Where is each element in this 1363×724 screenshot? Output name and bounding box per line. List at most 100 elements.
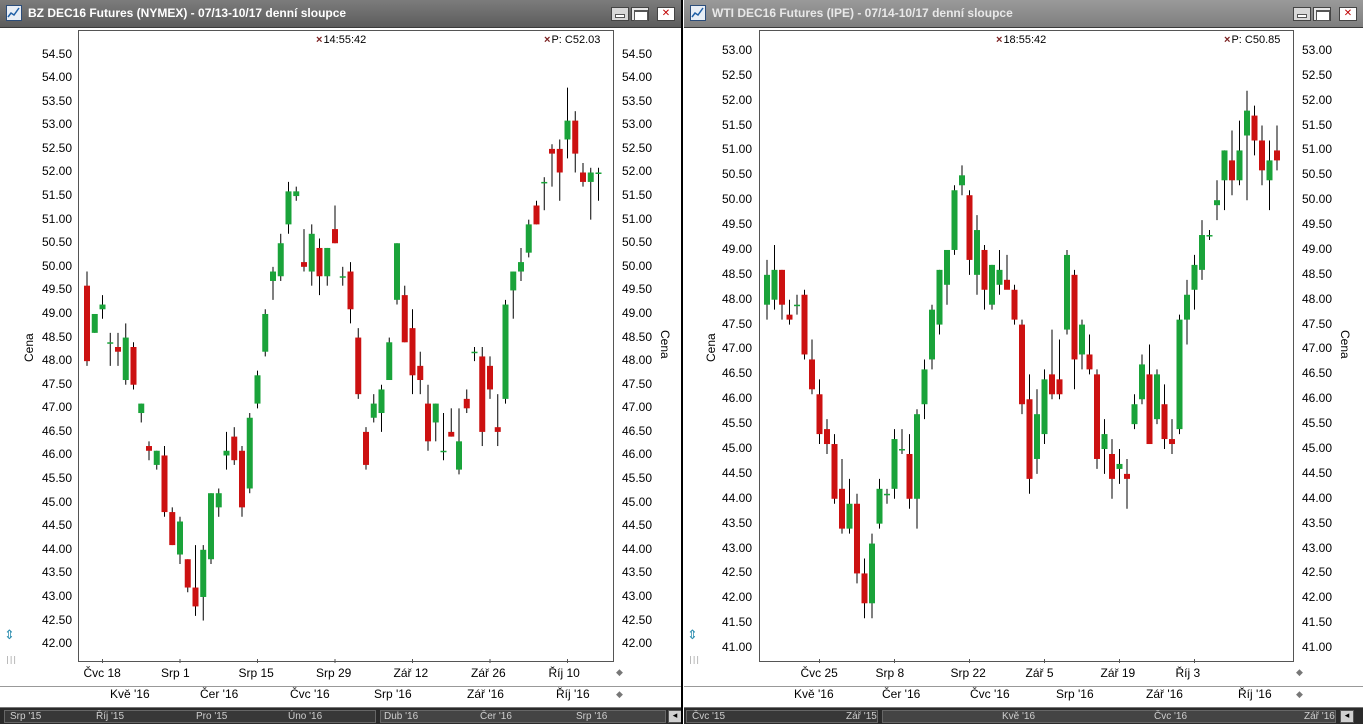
- candle-down[interactable]: [1169, 439, 1175, 445]
- maximize-button[interactable]: [631, 7, 649, 21]
- candle-down[interactable]: [1161, 404, 1168, 440]
- candle-down[interactable]: [231, 436, 238, 461]
- candle-down[interactable]: [463, 398, 470, 409]
- navigator-end-button[interactable]: ◂: [668, 710, 681, 723]
- candle-down[interactable]: [1251, 115, 1258, 141]
- candle-down[interactable]: [169, 512, 176, 546]
- candle-down[interactable]: [115, 347, 121, 352]
- candle-up[interactable]: [846, 503, 853, 529]
- navigator-window[interactable]: [882, 710, 1336, 723]
- scroll-right-icon[interactable]: ◆: [616, 668, 623, 678]
- candle-up[interactable]: [324, 247, 331, 277]
- navigator-track[interactable]: [686, 710, 878, 723]
- candle-up[interactable]: [914, 414, 920, 499]
- price-chart-plot[interactable]: [759, 30, 1294, 663]
- window-titlebar[interactable]: WTI DEC16 Futures (IPE) - 07/14-10/17 de…: [684, 0, 1363, 28]
- candle-up[interactable]: [1184, 294, 1190, 320]
- candle-down[interactable]: [556, 148, 563, 173]
- candle-down[interactable]: [479, 356, 486, 432]
- candle-up[interactable]: [1236, 150, 1243, 181]
- month-scroll-icon[interactable]: ◆: [616, 690, 623, 700]
- candle-down[interactable]: [533, 205, 540, 225]
- candle-up[interactable]: [308, 233, 315, 272]
- candle-down[interactable]: [1229, 160, 1235, 181]
- candle-down[interactable]: [572, 120, 579, 154]
- candle-up[interactable]: [899, 449, 905, 451]
- maximize-button[interactable]: [1313, 7, 1331, 21]
- candle-down[interactable]: [417, 365, 424, 381]
- candle-down[interactable]: [966, 195, 973, 260]
- candle-down[interactable]: [981, 249, 988, 290]
- candle-up[interactable]: [394, 243, 400, 300]
- candle-down[interactable]: [363, 431, 369, 465]
- candle-up[interactable]: [1266, 160, 1273, 181]
- candle-down[interactable]: [355, 337, 362, 395]
- candle-up[interactable]: [1244, 110, 1250, 136]
- candle-up[interactable]: [929, 309, 935, 360]
- candle-down[interactable]: [786, 314, 793, 320]
- candle-up[interactable]: [262, 313, 269, 352]
- candle-up[interactable]: [996, 269, 1003, 285]
- candle-up[interactable]: [884, 493, 890, 496]
- candle-down[interactable]: [487, 365, 493, 390]
- candle-down[interactable]: [146, 446, 152, 451]
- candle-up[interactable]: [432, 403, 439, 423]
- navigator-end-button[interactable]: ◂: [1340, 710, 1354, 723]
- minimize-button[interactable]: [611, 7, 629, 21]
- candle-up[interactable]: [1176, 319, 1183, 430]
- candle-down[interactable]: [1124, 473, 1130, 479]
- pan-vertical-icon[interactable]: ⇕: [687, 628, 698, 643]
- candle-down[interactable]: [494, 427, 501, 432]
- candle-down[interactable]: [316, 247, 323, 277]
- candle-up[interactable]: [518, 262, 524, 272]
- candle-up[interactable]: [285, 191, 292, 225]
- candle-down[interactable]: [84, 285, 90, 362]
- candle-up[interactable]: [944, 249, 950, 285]
- candle-up[interactable]: [1206, 235, 1213, 237]
- candle-down[interactable]: [816, 394, 823, 435]
- candle-up[interactable]: [1199, 235, 1205, 270]
- candle-up[interactable]: [951, 190, 958, 250]
- candle-up[interactable]: [595, 172, 602, 174]
- candle-down[interactable]: [779, 269, 785, 305]
- overview-navigator[interactable]: Čvc '15 Zář '15 Kvě '16 Čvc '16 Zář '16 ◂: [684, 707, 1363, 724]
- navigator-window[interactable]: [380, 710, 666, 723]
- candle-up[interactable]: [876, 488, 883, 524]
- candle-up[interactable]: [293, 191, 300, 197]
- window-titlebar[interactable]: BZ DEC16 Futures (NYMEX) - 07/13-10/17 d…: [0, 0, 681, 28]
- candle-up[interactable]: [386, 342, 393, 381]
- candle-up[interactable]: [525, 224, 532, 253]
- candle-down[interactable]: [1094, 374, 1100, 459]
- candle-up[interactable]: [215, 493, 222, 508]
- candle-down[interactable]: [401, 295, 408, 343]
- candle-down[interactable]: [839, 488, 845, 529]
- candle-up[interactable]: [891, 439, 898, 489]
- candle-down[interactable]: [1259, 140, 1265, 171]
- candle-down[interactable]: [1109, 453, 1115, 479]
- candle-up[interactable]: [587, 172, 594, 182]
- candle-up[interactable]: [541, 181, 548, 184]
- candle-down[interactable]: [239, 450, 245, 508]
- candle-down[interactable]: [1004, 279, 1010, 290]
- candle-down[interactable]: [1071, 274, 1078, 360]
- overview-navigator[interactable]: Srp '15 Říj '15 Pro '15 Úno '16 Dub '16 Čer '…: [0, 707, 681, 724]
- candle-up[interactable]: [794, 304, 800, 307]
- candle-up[interactable]: [99, 304, 106, 310]
- candle-up[interactable]: [107, 342, 114, 344]
- candle-up[interactable]: [1154, 374, 1160, 420]
- candle-down[interactable]: [448, 431, 455, 437]
- candle-down[interactable]: [809, 359, 815, 390]
- candle-down[interactable]: [1019, 324, 1025, 405]
- candle-down[interactable]: [1049, 374, 1055, 395]
- candle-down[interactable]: [130, 347, 137, 385]
- candle-down[interactable]: [409, 328, 416, 376]
- candle-down[interactable]: [549, 148, 555, 154]
- resize-grip-icon[interactable]: |||: [689, 655, 701, 664]
- candle-down[interactable]: [801, 294, 808, 355]
- candle-down[interactable]: [861, 573, 868, 604]
- close-button[interactable]: ✕: [657, 7, 675, 21]
- candle-up[interactable]: [440, 450, 447, 453]
- candle-up[interactable]: [270, 271, 276, 281]
- candle-up[interactable]: [1131, 404, 1138, 425]
- candle-down[interactable]: [425, 403, 431, 442]
